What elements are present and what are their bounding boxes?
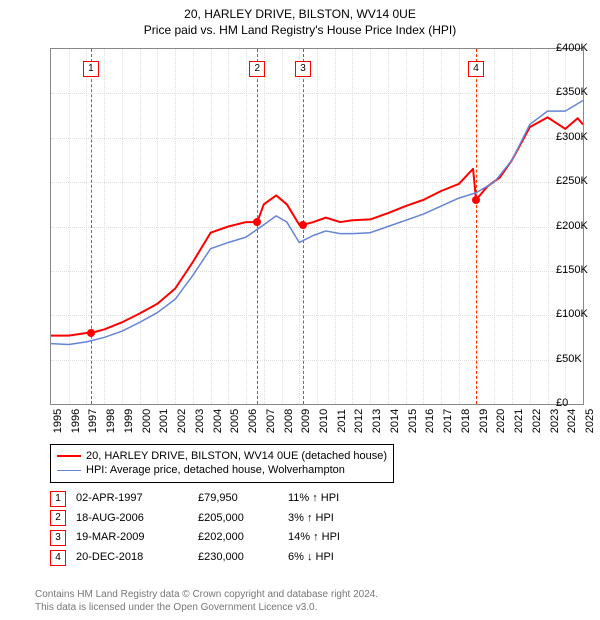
legend-swatch bbox=[57, 455, 81, 457]
legend-item: 20, HARLEY DRIVE, BILSTON, WV14 0UE (det… bbox=[57, 449, 387, 463]
sales-row-price: £205,000 bbox=[198, 510, 278, 528]
title-line-2: Price paid vs. HM Land Registry's House … bbox=[0, 22, 600, 38]
x-axis-tick-label: 2015 bbox=[405, 409, 419, 433]
sale-marker-dot bbox=[87, 329, 95, 337]
footer-line-2: This data is licensed under the Open Gov… bbox=[35, 601, 378, 614]
y-axis-tick-label: £150K bbox=[556, 264, 600, 276]
x-axis-tick-label: 2012 bbox=[351, 409, 365, 433]
x-axis-tick-label: 1996 bbox=[68, 409, 82, 433]
sales-row-index: 3 bbox=[50, 530, 66, 546]
footer-line-1: Contains HM Land Registry data © Crown c… bbox=[35, 588, 378, 601]
sales-row: 2 18-AUG-2006 £205,000 3% ↑ HPI bbox=[50, 510, 340, 528]
x-axis-tick-label: 2007 bbox=[263, 409, 277, 433]
sale-marker-dot bbox=[299, 221, 307, 229]
x-axis-tick-label: 2002 bbox=[174, 409, 188, 433]
x-axis-tick-label: 2024 bbox=[564, 409, 578, 433]
title-line-1: 20, HARLEY DRIVE, BILSTON, WV14 0UE bbox=[0, 6, 600, 22]
sales-row-index: 4 bbox=[50, 550, 66, 566]
legend-swatch bbox=[57, 470, 81, 471]
y-axis-tick-label: £300K bbox=[556, 131, 600, 143]
x-axis-tick-label: 2003 bbox=[192, 409, 206, 433]
x-axis-tick-label: 2006 bbox=[245, 409, 259, 433]
x-axis-tick-label: 2019 bbox=[476, 409, 490, 433]
sale-marker-dot bbox=[472, 196, 480, 204]
series-svg bbox=[51, 49, 583, 404]
sales-row: 1 02-APR-1997 £79,950 11% ↑ HPI bbox=[50, 490, 340, 508]
x-axis-tick-label: 2001 bbox=[156, 409, 170, 433]
x-axis-tick-label: 2020 bbox=[493, 409, 507, 433]
x-axis-tick-label: 2009 bbox=[298, 409, 312, 433]
x-axis-tick-label: 2010 bbox=[316, 409, 330, 433]
x-axis-tick-label: 2000 bbox=[139, 409, 153, 433]
x-axis-tick-label: 2023 bbox=[547, 409, 561, 433]
x-axis-tick-label: 2017 bbox=[440, 409, 454, 433]
y-axis-tick-label: £350K bbox=[556, 86, 600, 98]
sales-row-index: 2 bbox=[50, 510, 66, 526]
x-axis-tick-label: 2011 bbox=[334, 409, 348, 433]
sales-row-relation-to-hpi: 14% ↑ HPI bbox=[288, 529, 340, 547]
sales-row-relation-to-hpi: 3% ↑ HPI bbox=[288, 510, 334, 528]
chart-legend: 20, HARLEY DRIVE, BILSTON, WV14 0UE (det… bbox=[50, 444, 394, 483]
sales-row: 4 20-DEC-2018 £230,000 6% ↓ HPI bbox=[50, 549, 340, 567]
y-axis-tick-label: £400K bbox=[556, 42, 600, 54]
x-axis-tick-label: 2025 bbox=[582, 409, 596, 433]
legend-label: HPI: Average price, detached house, Wolv… bbox=[86, 463, 345, 477]
sales-row-price: £79,950 bbox=[198, 490, 278, 508]
legend-label: 20, HARLEY DRIVE, BILSTON, WV14 0UE (det… bbox=[86, 449, 387, 463]
sales-row-date: 02-APR-1997 bbox=[76, 490, 188, 508]
x-axis-tick-label: 1995 bbox=[50, 409, 64, 433]
y-axis-tick-label: £200K bbox=[556, 220, 600, 232]
sales-history-table: 1 02-APR-1997 £79,950 11% ↑ HPI 2 18-AUG-2006… bbox=[50, 490, 340, 568]
y-axis-tick-label: £100K bbox=[556, 308, 600, 320]
sales-row-date: 18-AUG-2006 bbox=[76, 510, 188, 528]
x-axis-tick-label: 2018 bbox=[458, 409, 472, 433]
x-axis-tick-label: 2022 bbox=[529, 409, 543, 433]
x-axis-tick-label: 2005 bbox=[227, 409, 241, 433]
x-axis-tick-label: 2014 bbox=[387, 409, 401, 433]
x-axis-tick-label: 2008 bbox=[281, 409, 295, 433]
sales-row-relation-to-hpi: 11% ↑ HPI bbox=[288, 490, 339, 508]
sale-marker-dot bbox=[253, 218, 261, 226]
y-axis-tick-label: £50K bbox=[556, 353, 600, 365]
chart-title: 20, HARLEY DRIVE, BILSTON, WV14 0UE Pric… bbox=[0, 0, 600, 38]
x-axis-tick-label: 2016 bbox=[422, 409, 436, 433]
sales-row-index: 1 bbox=[50, 491, 66, 507]
x-axis-tick-label: 2021 bbox=[511, 409, 525, 433]
x-axis-tick-label: 1999 bbox=[121, 409, 135, 433]
sales-row-price: £230,000 bbox=[198, 549, 278, 567]
x-axis-tick-label: 2004 bbox=[210, 409, 224, 433]
sales-row-date: 19-MAR-2009 bbox=[76, 529, 188, 547]
x-axis-tick-label: 2013 bbox=[369, 409, 383, 433]
plot-area: 1234 bbox=[50, 48, 584, 405]
legend-item: HPI: Average price, detached house, Wolv… bbox=[57, 463, 387, 477]
series-property-line bbox=[51, 117, 583, 335]
sales-row-price: £202,000 bbox=[198, 529, 278, 547]
x-axis-tick-label: 1997 bbox=[85, 409, 99, 433]
y-axis-tick-label: £250K bbox=[556, 175, 600, 187]
footer-attribution: Contains HM Land Registry data © Crown c… bbox=[35, 588, 378, 614]
y-axis-tick-label: £0 bbox=[556, 397, 600, 409]
sales-row-relation-to-hpi: 6% ↓ HPI bbox=[288, 549, 334, 567]
sales-row: 3 19-MAR-2009 £202,000 14% ↑ HPI bbox=[50, 529, 340, 547]
x-axis-tick-label: 1998 bbox=[103, 409, 117, 433]
sales-row-date: 20-DEC-2018 bbox=[76, 549, 188, 567]
series-hpi-line bbox=[51, 100, 583, 344]
